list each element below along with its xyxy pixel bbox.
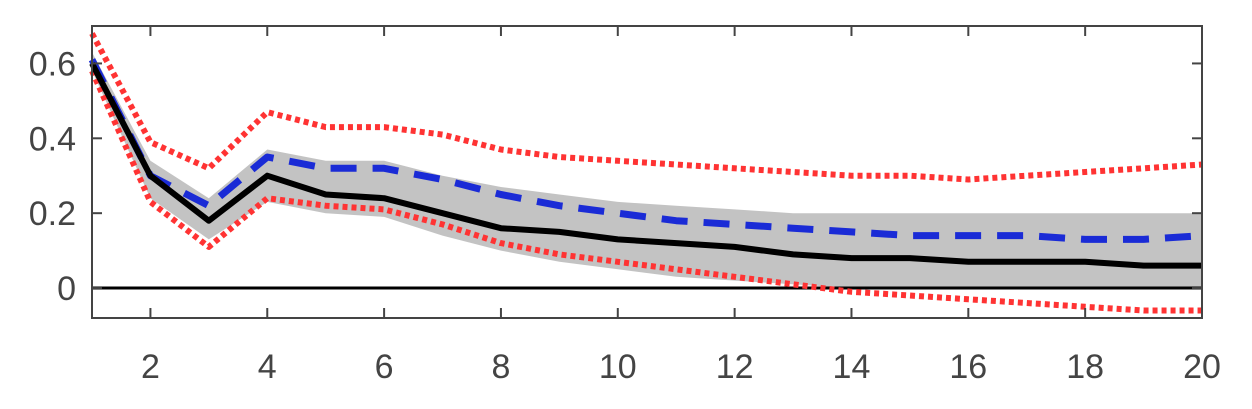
series-line-3 xyxy=(88,58,1203,243)
x-tick-label: 10 xyxy=(599,348,637,386)
band-layer xyxy=(92,52,1202,289)
confidence-band xyxy=(92,52,1202,289)
ticks-layer: 2 4 6 8 10 12 14 16 18 20 0 0.2 0.4 0.6 xyxy=(29,26,1221,386)
x-tick-label: 12 xyxy=(716,348,754,386)
series-line-4 xyxy=(89,62,1202,269)
x-tick-label: 2 xyxy=(141,348,160,386)
axes-layer xyxy=(91,25,1203,319)
plot-frame xyxy=(91,25,1203,319)
x-tick-label: 8 xyxy=(491,348,510,386)
y-tick-label: 0.6 xyxy=(29,45,76,83)
series-layer xyxy=(88,32,1203,314)
x-tick-label: 6 xyxy=(375,348,394,386)
x-tick-label: 4 xyxy=(258,348,277,386)
x-tick-label: 16 xyxy=(949,348,987,386)
y-tick-label: 0 xyxy=(57,270,76,308)
y-tick-label: 0.4 xyxy=(29,120,76,158)
x-tick-label: 18 xyxy=(1066,348,1104,386)
x-tick-label: 20 xyxy=(1183,348,1221,386)
y-tick-label: 0.2 xyxy=(29,195,76,233)
x-tick-label: 14 xyxy=(833,348,871,386)
